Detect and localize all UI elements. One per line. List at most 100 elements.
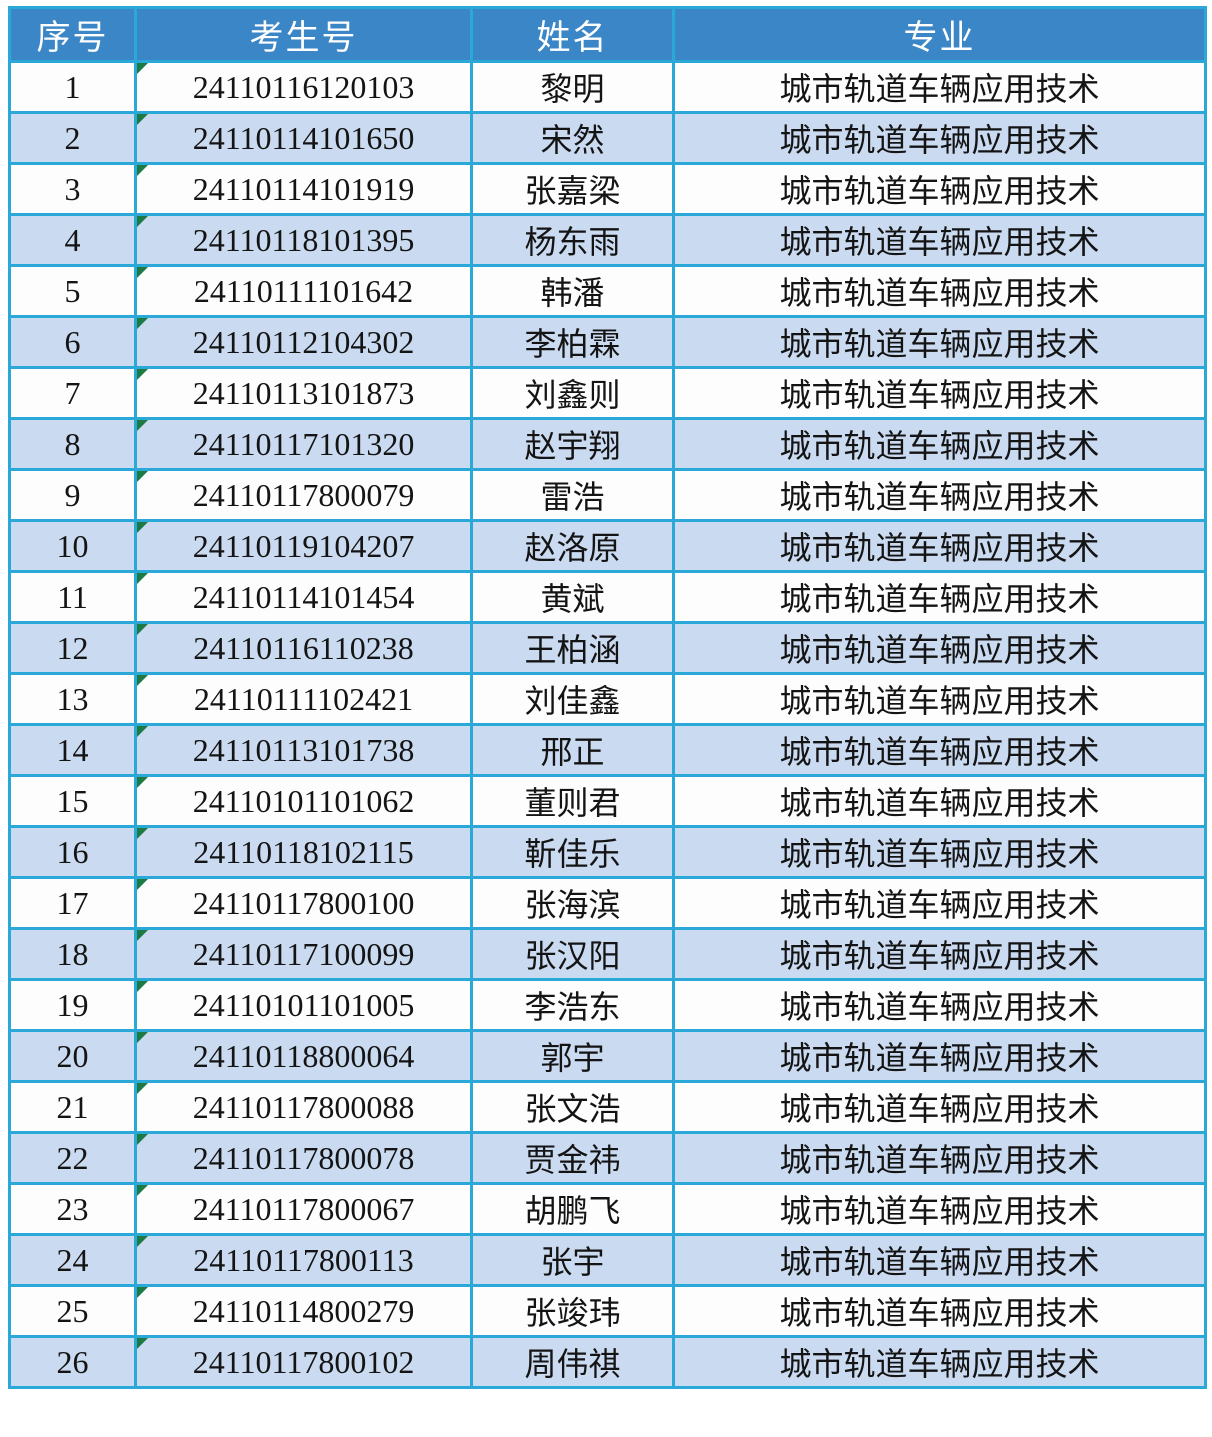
- cell-name: 邢正: [470, 723, 675, 777]
- stored-as-text-flag-icon: [138, 931, 148, 941]
- table-row: 5 24110111101642 韩潘 城市轨道车辆应用技术: [8, 264, 1207, 318]
- cell-major: 城市轨道车辆应用技术: [672, 111, 1207, 165]
- cell-seq: 20: [8, 1029, 137, 1083]
- stored-as-text-flag-icon: [138, 319, 148, 329]
- cell-candidate-id: 24110116120103: [134, 60, 473, 114]
- stored-as-text-flag-icon: [138, 829, 148, 839]
- cell-major: 城市轨道车辆应用技术: [672, 60, 1207, 114]
- cell-seq: 1: [8, 60, 137, 114]
- cell-major: 城市轨道车辆应用技术: [672, 621, 1207, 675]
- cell-name: 王柏涵: [470, 621, 675, 675]
- cell-seq: 22: [8, 1131, 137, 1185]
- cell-seq: 25: [8, 1284, 137, 1338]
- candidate-id-text: 24110114101919: [192, 170, 415, 207]
- cell-major: 城市轨道车辆应用技术: [672, 1335, 1207, 1389]
- stored-as-text-flag-icon: [138, 727, 148, 737]
- cell-candidate-id: 24110118102115: [134, 825, 473, 879]
- cell-name: 张文浩: [470, 1080, 675, 1134]
- cell-major: 城市轨道车辆应用技术: [672, 672, 1207, 726]
- cell-seq: 23: [8, 1182, 137, 1236]
- cell-candidate-id: 24110117800102: [134, 1335, 473, 1389]
- cell-seq: 12: [8, 621, 137, 675]
- stored-as-text-flag-icon: [138, 370, 148, 380]
- candidate-id-text: 24110117800100: [192, 884, 415, 921]
- col-header-seq: 序号: [8, 6, 137, 63]
- cell-major: 城市轨道车辆应用技术: [672, 417, 1207, 471]
- cell-major: 城市轨道车辆应用技术: [672, 264, 1207, 318]
- cell-name: 张汉阳: [470, 927, 675, 981]
- cell-name: 刘佳鑫: [470, 672, 675, 726]
- cell-seq: 14: [8, 723, 137, 777]
- cell-seq: 24: [8, 1233, 137, 1287]
- cell-name: 董则君: [470, 774, 675, 828]
- cell-major: 城市轨道车辆应用技术: [672, 825, 1207, 879]
- candidate-id-text: 24110117800088: [192, 1088, 415, 1125]
- cell-name: 张宇: [470, 1233, 675, 1287]
- table-row: 11 24110114101454 黄斌 城市轨道车辆应用技术: [8, 570, 1207, 624]
- cell-major: 城市轨道车辆应用技术: [672, 1080, 1207, 1134]
- table-row: 6 24110112104302 李柏霖 城市轨道车辆应用技术: [8, 315, 1207, 369]
- cell-candidate-id: 24110114101454: [134, 570, 473, 624]
- cell-name: 郭宇: [470, 1029, 675, 1083]
- cell-candidate-id: 24110117800079: [134, 468, 473, 522]
- cell-name: 黄斌: [470, 570, 675, 624]
- stored-as-text-flag-icon: [138, 115, 148, 125]
- cell-seq: 13: [8, 672, 137, 726]
- cell-candidate-id: 24110114101650: [134, 111, 473, 165]
- cell-candidate-id: 24110114800279: [134, 1284, 473, 1338]
- table-row: 15 24110101101062 董则君 城市轨道车辆应用技术: [8, 774, 1207, 828]
- cell-seq: 3: [8, 162, 137, 216]
- cell-major: 城市轨道车辆应用技术: [672, 876, 1207, 930]
- table-row: 16 24110118102115 靳佳乐 城市轨道车辆应用技术: [8, 825, 1207, 879]
- table-row: 2 24110114101650 宋然 城市轨道车辆应用技术: [8, 111, 1207, 165]
- stored-as-text-flag-icon: [138, 880, 148, 890]
- stored-as-text-flag-icon: [138, 778, 148, 788]
- stored-as-text-flag-icon: [138, 1288, 148, 1298]
- cell-major: 城市轨道车辆应用技术: [672, 927, 1207, 981]
- col-header-candidate-id: 考生号: [134, 6, 473, 63]
- cell-candidate-id: 24110101101062: [134, 774, 473, 828]
- stored-as-text-flag-icon: [138, 1237, 148, 1247]
- cell-seq: 6: [8, 315, 137, 369]
- cell-name: 靳佳乐: [470, 825, 675, 879]
- table-row: 24 24110117800113 张宇 城市轨道车辆应用技术: [8, 1233, 1207, 1287]
- stored-as-text-flag-icon: [138, 472, 148, 482]
- candidate-id-text: 24110117100099: [192, 935, 415, 972]
- cell-major: 城市轨道车辆应用技术: [672, 774, 1207, 828]
- candidate-id-text: 24110101101005: [192, 986, 415, 1023]
- cell-seq: 16: [8, 825, 137, 879]
- cell-major: 城市轨道车辆应用技术: [672, 1029, 1207, 1083]
- candidate-id-text: 24110111101642: [193, 272, 414, 309]
- cell-name: 黎明: [470, 60, 675, 114]
- cell-candidate-id: 24110119104207: [134, 519, 473, 573]
- table-row: 10 24110119104207 赵洛原 城市轨道车辆应用技术: [8, 519, 1207, 573]
- student-roster-table: 序号 考生号 姓名 专业 1 24110116120103 黎明 城市轨道车辆应…: [8, 6, 1207, 1389]
- cell-seq: 2: [8, 111, 137, 165]
- table-row: 8 24110117101320 赵宇翔 城市轨道车辆应用技术: [8, 417, 1207, 471]
- cell-seq: 11: [8, 570, 137, 624]
- roster-body: 1 24110116120103 黎明 城市轨道车辆应用技术 2 2411011…: [8, 60, 1207, 1389]
- stored-as-text-flag-icon: [138, 64, 148, 74]
- table-row: 14 24110113101738 邢正 城市轨道车辆应用技术: [8, 723, 1207, 777]
- candidate-id-text: 24110117800067: [192, 1190, 415, 1227]
- candidate-id-text: 24110117800102: [192, 1343, 415, 1380]
- cell-major: 城市轨道车辆应用技术: [672, 570, 1207, 624]
- cell-major: 城市轨道车辆应用技术: [672, 1233, 1207, 1287]
- cell-name: 贾金祎: [470, 1131, 675, 1185]
- cell-name: 杨东雨: [470, 213, 675, 267]
- stored-as-text-flag-icon: [138, 574, 148, 584]
- stored-as-text-flag-icon: [138, 1186, 148, 1196]
- cell-candidate-id: 24110113101738: [134, 723, 473, 777]
- cell-seq: 5: [8, 264, 137, 318]
- candidate-id-text: 24110119104207: [192, 527, 415, 564]
- cell-name: 雷浩: [470, 468, 675, 522]
- candidate-id-text: 24110118800064: [192, 1037, 415, 1074]
- cell-candidate-id: 24110118101395: [134, 213, 473, 267]
- cell-candidate-id: 24110117101320: [134, 417, 473, 471]
- cell-candidate-id: 24110117800078: [134, 1131, 473, 1185]
- cell-candidate-id: 24110112104302: [134, 315, 473, 369]
- cell-major: 城市轨道车辆应用技术: [672, 213, 1207, 267]
- cell-major: 城市轨道车辆应用技术: [672, 1284, 1207, 1338]
- cell-seq: 7: [8, 366, 137, 420]
